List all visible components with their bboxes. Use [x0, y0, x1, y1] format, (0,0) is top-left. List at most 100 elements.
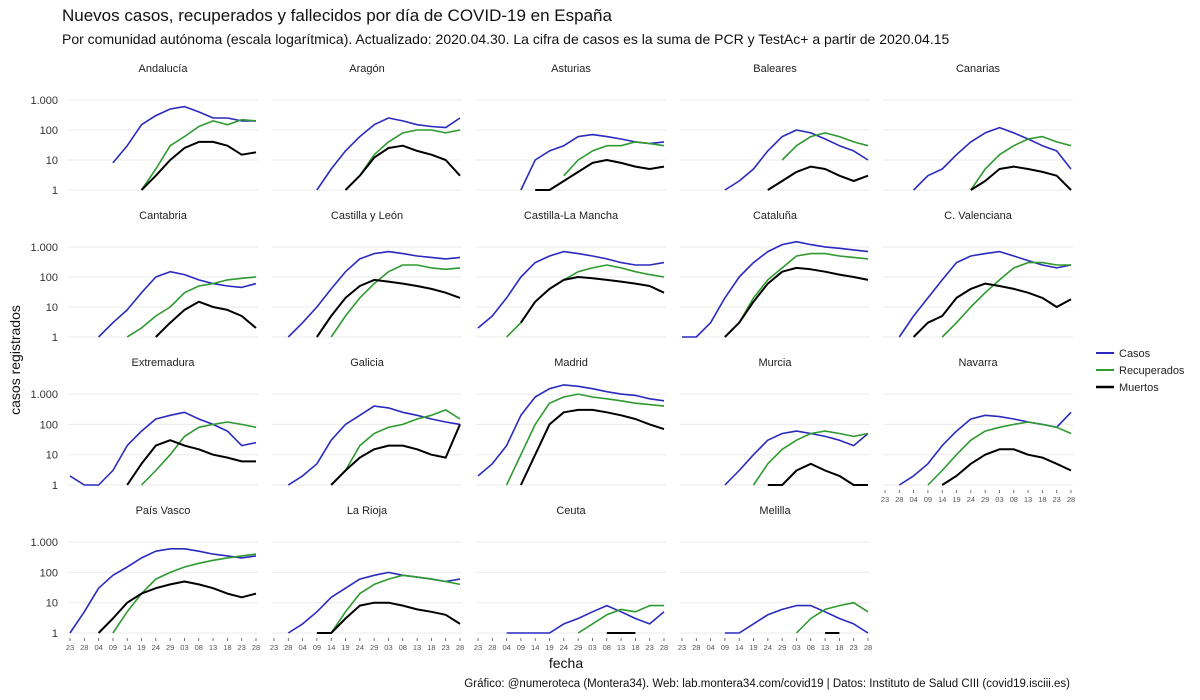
y-tick-label: 1.000	[30, 242, 58, 254]
x-tick-label: 29	[981, 495, 989, 504]
x-tick-label: 23	[678, 643, 686, 652]
panel-title-galicia: Galicia	[350, 357, 385, 369]
x-tick-label: 14	[327, 643, 335, 652]
series-line-recuperados-pais-vasco	[112, 553, 257, 634]
series-line-recuperados-melilla	[795, 601, 869, 634]
y-tick-label: 1.000	[30, 537, 58, 549]
x-tick-label: 04	[298, 643, 306, 652]
panel-title-cataluna: Cataluña	[753, 210, 798, 222]
x-tick-label: 28	[1067, 495, 1075, 504]
panel-title-madrid: Madrid	[554, 357, 588, 369]
x-tick-label: 23	[474, 643, 482, 652]
x-tick-label: 09	[109, 643, 117, 652]
series-line-muertos-andalucia	[140, 140, 257, 191]
x-tick-label: 23	[881, 495, 889, 504]
panel-title-castilla-y-leon: Castilla y León	[331, 210, 403, 222]
series-line-muertos-galicia	[330, 424, 461, 486]
x-tick-label: 23	[66, 643, 74, 652]
panel-title-la-rioja: La Rioja	[347, 505, 388, 517]
x-tick-label: 23	[270, 643, 278, 652]
x-tick-label: 18	[427, 643, 435, 652]
x-tick-label: 09	[313, 643, 321, 652]
series-line-muertos-la-rioja	[316, 601, 461, 634]
panel-title-murcia: Murcia	[758, 357, 792, 369]
series-line-recuperados-extremadura	[140, 421, 257, 486]
series-line-muertos-madrid	[519, 408, 665, 486]
x-tick-label: 24	[764, 643, 772, 652]
series-line-recuperados-la-rioja	[330, 574, 461, 634]
series-line-muertos-asturias	[535, 159, 665, 191]
x-tick-label: 03	[384, 643, 392, 652]
series-line-casos-ceuta	[506, 604, 665, 634]
x-tick-label: 08	[195, 643, 203, 652]
x-tick-label: 28	[456, 643, 464, 652]
y-tick-label: 10	[46, 450, 58, 462]
chart-subtitle: Por comunidad autónoma (escala logarítmi…	[62, 31, 950, 47]
panel-title-melilla: Melilla	[759, 505, 791, 517]
series-line-casos-cantabria	[98, 270, 257, 338]
series-line-muertos-cataluna	[724, 266, 869, 338]
x-tick-label: 23	[238, 643, 246, 652]
x-tick-label: 19	[545, 643, 553, 652]
y-tick-label: 100	[40, 272, 58, 284]
legend-label-muertos: Muertos	[1119, 382, 1159, 394]
x-tick-label: 28	[660, 643, 668, 652]
x-tick-label: 03	[995, 495, 1003, 504]
panel-title-cantabria: Cantabria	[139, 210, 188, 222]
series-line-casos-murcia	[724, 430, 869, 486]
series-line-recuperados-cataluna	[724, 252, 869, 338]
x-tick-label: 14	[735, 643, 743, 652]
y-tick-label: 1	[52, 185, 58, 197]
x-tick-label: 18	[223, 643, 231, 652]
y-tick-label: 1.000	[30, 389, 58, 401]
x-tick-label: 28	[80, 643, 88, 652]
legend-label-recuperados: Recuperados	[1119, 365, 1185, 377]
series-line-casos-extremadura	[69, 411, 257, 486]
series-line-recuperados-murcia	[752, 430, 869, 486]
series-line-muertos-navarra	[941, 448, 1072, 486]
y-axis-title: casos registrados	[7, 305, 23, 415]
series-line-recuperados-galicia	[330, 409, 461, 486]
x-tick-label: 13	[821, 643, 829, 652]
series-line-muertos-aragon	[344, 144, 461, 191]
x-tick-label: 09	[924, 495, 932, 504]
series-line-casos-castilla-y-leon	[287, 250, 461, 338]
series-line-muertos-extremadura	[126, 439, 256, 486]
x-tick-label: 28	[252, 643, 260, 652]
series-line-casos-aragon	[316, 117, 461, 191]
panel-title-asturias: Asturias	[551, 63, 591, 75]
series-line-recuperados-cantabria	[126, 276, 257, 338]
series-line-casos-navarra	[898, 411, 1072, 486]
chart-caption: Gráfico: @numeroteca (Montera34). Web: l…	[464, 678, 1070, 690]
series-line-casos-andalucia	[112, 105, 256, 164]
series-line-recuperados-madrid	[505, 393, 665, 486]
x-tick-label: 24	[560, 643, 568, 652]
x-tick-label: 13	[617, 643, 625, 652]
series-line-muertos-baleares	[767, 165, 869, 191]
panel-title-aragon: Aragón	[349, 63, 384, 75]
x-tick-label: 19	[749, 643, 757, 652]
x-tick-label: 29	[166, 643, 174, 652]
x-tick-label: 23	[442, 643, 450, 652]
x-tick-label: 18	[835, 643, 843, 652]
series-line-casos-baleares	[724, 129, 869, 191]
x-tick-label: 24	[152, 643, 160, 652]
x-tick-label: 14	[938, 495, 946, 504]
x-tick-label: 14	[531, 643, 539, 652]
x-tick-label: 29	[778, 643, 786, 652]
x-tick-label: 08	[1010, 495, 1018, 504]
series-line-casos-c-valenciana	[898, 250, 1072, 338]
panel-title-navarra: Navarra	[958, 357, 998, 369]
y-tick-label: 10	[46, 155, 58, 167]
y-tick-label: 1	[52, 628, 58, 640]
x-tick-label: 19	[137, 643, 145, 652]
panel-title-c-valenciana: C. Valenciana	[944, 210, 1013, 222]
y-tick-label: 1	[52, 332, 58, 344]
x-tick-label: 03	[792, 643, 800, 652]
x-tick-label: 28	[864, 643, 872, 652]
series-line-muertos-c-valenciana	[912, 282, 1072, 338]
series-line-recuperados-castilla-y-leon	[330, 264, 461, 338]
x-tick-label: 03	[588, 643, 596, 652]
x-tick-label: 13	[209, 643, 217, 652]
